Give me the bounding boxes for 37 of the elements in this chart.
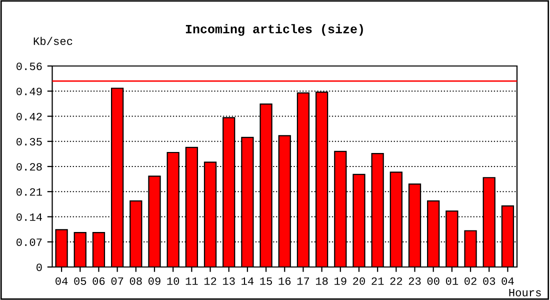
x-tick-label: 11 [186, 277, 198, 285]
x-tick-label: 04 [56, 277, 68, 285]
x-tick-label: 00 [427, 277, 440, 285]
x-tick-label: 06 [92, 277, 105, 285]
y-tick-label: 0.35 [16, 138, 42, 146]
y-axis-title: Kb/sec [34, 36, 72, 45]
x-tick-label: 19 [334, 277, 346, 285]
x-tick-label: 13 [222, 277, 235, 285]
x-tick-label: 08 [130, 277, 142, 285]
x-tick-label: 15 [260, 277, 272, 285]
x-tick-label: 17 [297, 277, 310, 285]
x-tick-label: 02 [464, 277, 476, 285]
x-tick-label: 04 [502, 277, 514, 285]
y-tick-label: 0 [36, 264, 42, 272]
y-tick-label: 0.28 [16, 163, 42, 171]
x-tick-label: 18 [316, 277, 328, 285]
x-tick-label: 01 [446, 277, 458, 285]
y-tick-label: 0.21 [16, 188, 42, 196]
y-tick-label: 0.07 [16, 238, 42, 246]
x-tick-label: 22 [390, 277, 402, 285]
x-tick-label: 10 [167, 277, 180, 285]
x-axis-title: Hours [509, 288, 541, 296]
chart-title: Incoming articles (size) [186, 24, 363, 36]
y-tick-label: 0.42 [16, 112, 42, 120]
x-tick-label: 09 [148, 277, 160, 285]
y-tick-label: 0.49 [16, 88, 42, 96]
x-tick-label: 12 [204, 277, 216, 285]
x-tick-label: 16 [278, 277, 291, 285]
x-tick-label: 03 [483, 277, 496, 285]
x-tick-label: 23 [408, 277, 421, 285]
x-tick-label: 05 [74, 277, 86, 285]
x-tick-label: 07 [111, 277, 124, 285]
x-tick-label: 14 [242, 277, 254, 285]
y-tick-label: 0.14 [16, 213, 42, 221]
x-tick-label: 20 [353, 277, 365, 285]
x-tick-label: 21 [372, 277, 384, 285]
y-tick-label: 0.56 [16, 62, 42, 70]
